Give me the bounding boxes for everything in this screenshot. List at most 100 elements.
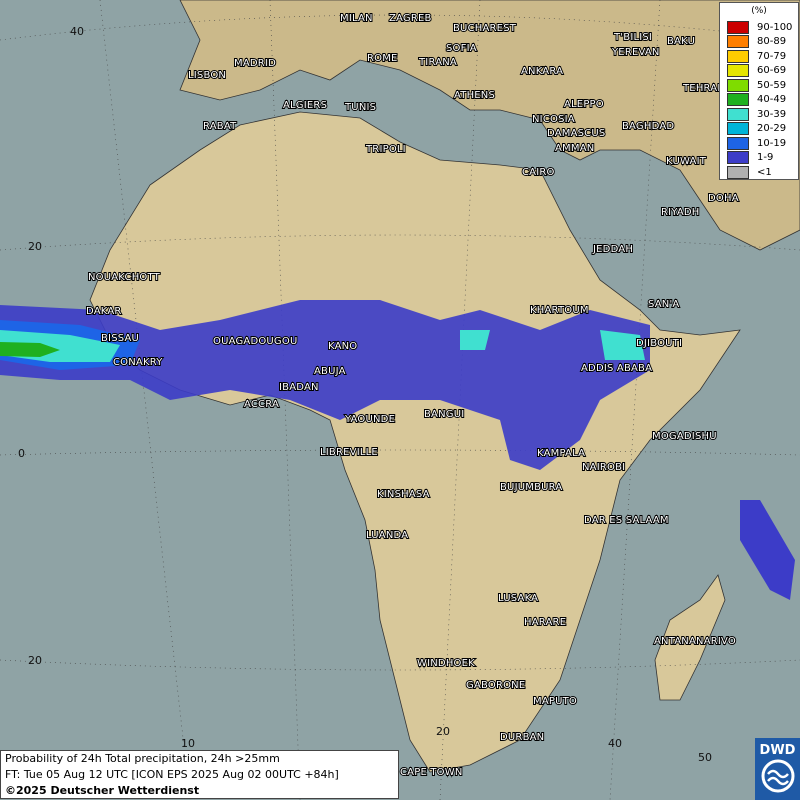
city-label: BISSAU [101,333,139,344]
city-label: TEHRAN [682,83,725,94]
legend-swatch [727,151,749,165]
grid-label: 0 [18,447,25,460]
legend-entry: 1-9 [720,151,798,166]
city-label: TUNIS [344,102,376,113]
grid-label: 20 [28,240,42,253]
legend-label: 80-89 [757,36,787,48]
legend-label: 1-9 [757,152,774,164]
city-label: MILAN [340,13,373,24]
city-label: CONAKRY [113,357,163,368]
land-africa [89,111,741,773]
city-label: LIBREVILLE [320,447,378,458]
city-label: ACCRA [244,399,279,410]
legend-entry: 90-100 [720,20,798,35]
legend-entry: 70-79 [720,49,798,64]
city-label: OUAGADOUGOU [213,336,297,347]
legend-swatch [727,35,749,49]
land-madagascar [654,574,726,701]
city-label: SAN'A [648,299,679,310]
city-label: NOUAKCHOTT [88,272,161,283]
city-label: TIRANA [418,57,457,68]
legend-label: 50-59 [757,79,787,91]
logo-icon [761,759,794,793]
legend-swatch [727,20,749,34]
precipitation [460,330,645,360]
legend-label: 10-19 [757,137,787,149]
city-label: KHARTOUM [530,305,589,316]
city-label: T'BILISI [613,32,652,43]
city-label: TRIPOLI [365,144,406,155]
city-label: RABAT [203,121,237,132]
legend-label: 30-39 [757,108,787,120]
city-labels: MILAN ZAGREB BUCHAREST T'BILISI BAKU MADRID RO… [85,12,740,779]
city-label: BAKU [667,36,695,47]
city-label: NAIROBI [582,462,625,473]
legend: (%) 90-100 80-89 70-79 60-69 50-59 40-49 30-39… [719,2,799,180]
land-europe-asia [179,0,800,251]
legend-label: 40-49 [757,94,787,106]
footer-line: FT: Tue 05 Aug 12 UTC [ICON EPS 2025 Aug… [5,768,339,781]
grid-label: 20 [436,725,450,738]
legend-swatch [727,93,749,107]
city-label: BANGUI [424,409,464,420]
city-label: LISBON [188,70,226,81]
legend-entry: 80-89 [720,35,798,50]
legend-entry: 30-39 [720,107,798,122]
precipitation [740,500,795,600]
city-label: MADRID [234,58,276,69]
legend-entry: 40-49 [720,93,798,108]
legend-entry: <1 [720,165,798,180]
legend-swatch [727,122,749,136]
grid-label: 20 [28,654,42,667]
city-label: WINDHOEK [417,658,475,669]
footer-line: ©2025 Deutscher Wetterdienst [5,784,200,797]
legend-label: 60-69 [757,65,787,77]
city-label: SOFIA [446,43,477,54]
city-label: ANKARA [521,66,563,77]
logo-text: DWD [759,743,796,758]
legend-swatch [727,64,749,78]
city-label: BUCHAREST [453,23,517,34]
grid-label: 40 [70,25,84,38]
city-label: JEDDAH [592,244,633,255]
legend-swatch [727,78,749,92]
city-label: ADDIS ABABA [581,363,652,374]
city-label: BUJUMBURA [500,482,562,493]
legend-entry: 20-29 [720,122,798,137]
city-label: DAKAR [86,306,122,317]
city-label: KAMPALA [537,448,585,459]
city-label: ABUJA [314,366,346,377]
city-label: ATHENS [454,90,495,101]
city-label: DAR ES SALAAM [584,515,669,526]
city-label: ZAGREB [389,13,432,24]
city-label: DAMASCUS [547,128,605,139]
city-label: ALGIERS [283,100,327,111]
city-label: HARARE [524,617,566,628]
grid-label: 10 [181,737,195,750]
precipitation [0,300,650,470]
legend-label: 20-29 [757,123,787,135]
legend-label: <1 [757,166,772,178]
city-label: DJIBOUTI [636,338,682,349]
footer-line: Probability of 24h Total precipitation, … [5,752,280,765]
city-label: KANO [328,341,357,352]
city-label: ROME [367,53,398,64]
city-label: YAOUNDE [344,414,395,425]
legend-entry: 50-59 [720,78,798,93]
city-label: GABORONE [466,680,525,691]
city-label: CAIRO [522,167,555,178]
legend-swatch [727,107,749,121]
footer: Probability of 24h Total precipitation, … [0,750,399,799]
city-label: KINSHASA [377,489,430,500]
grid-labels: 40 20 0 20 10 20 40 50 [18,25,712,764]
city-label: BAGHDAD [622,121,674,132]
legend-label: 70-79 [757,50,787,62]
legend-entry: 60-69 [720,64,798,79]
city-label: NICOSIA [532,114,575,125]
precipitation [0,342,60,357]
city-label: DURBAN [500,732,544,743]
city-label: MAPUTO [533,696,577,707]
city-label: ALEPPO [564,99,604,110]
